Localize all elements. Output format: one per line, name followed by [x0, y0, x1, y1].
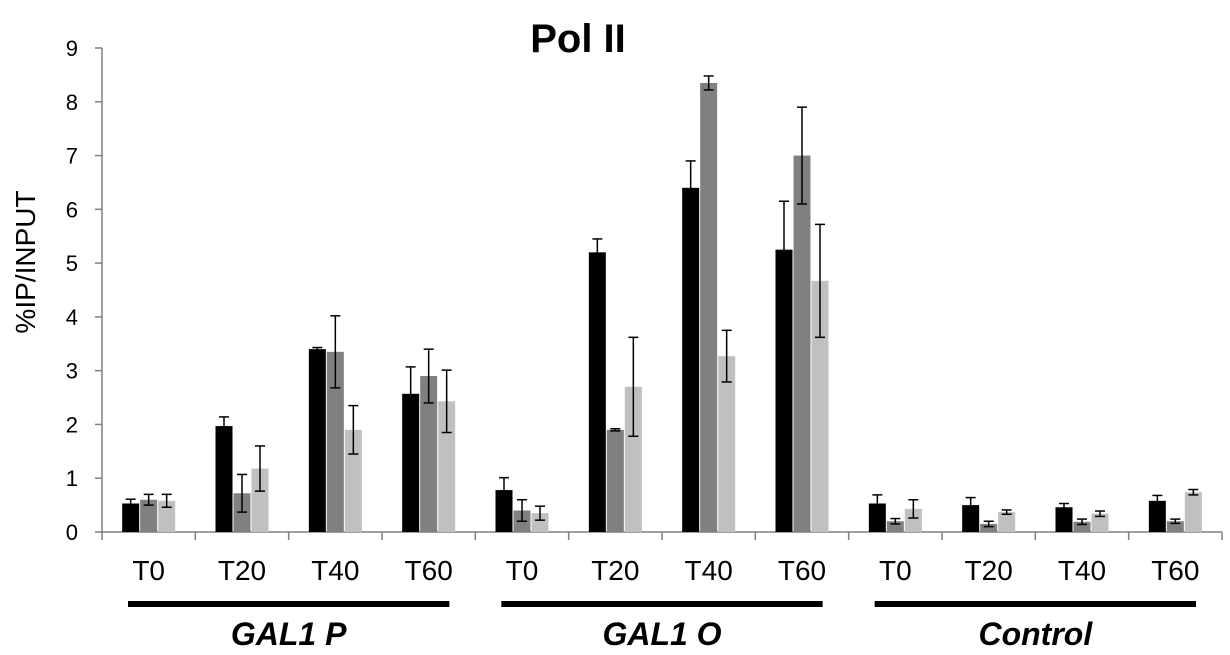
- x-tick-label: T20: [965, 555, 1013, 586]
- group-label: Control: [978, 616, 1093, 652]
- group-labels: GAL1 P GAL1 O Control: [128, 601, 1196, 652]
- y-axis: 0 1 2 3 4 5 6 7 8 9: [66, 36, 103, 545]
- x-tick-label: T40: [311, 555, 359, 586]
- x-tick-label: T0: [879, 555, 912, 586]
- group-underline: [874, 601, 1196, 607]
- bar: [140, 499, 158, 532]
- bar: [775, 249, 793, 532]
- y-tick-label: 7: [66, 144, 78, 169]
- bar: [793, 155, 811, 533]
- bar: [495, 490, 513, 532]
- bar: [998, 512, 1016, 532]
- bars: [122, 82, 1202, 533]
- x-tick-label: T20: [591, 555, 639, 586]
- bar: [251, 468, 269, 532]
- bar: [606, 429, 624, 532]
- x-tick-label: T0: [132, 555, 165, 586]
- y-tick-label: 2: [66, 412, 78, 437]
- bar: [980, 523, 998, 532]
- y-tick-label: 9: [66, 36, 78, 61]
- y-tick-label: 1: [66, 466, 78, 491]
- bar: [402, 393, 420, 532]
- x-tick-labels: T0 T20 T40 T60 T0 T20 T40 T60 T0 T20 T40 T60: [132, 555, 1199, 586]
- group-label: GAL1 P: [231, 616, 347, 652]
- y-tick-label: 0: [66, 520, 78, 545]
- bar: [811, 280, 829, 532]
- x-tick-label: T40: [1058, 555, 1106, 586]
- bar: [531, 513, 549, 532]
- x-tick-label: T60: [778, 555, 826, 586]
- bar: [122, 503, 140, 532]
- x-axis: [101, 531, 1223, 540]
- bar: [904, 508, 922, 532]
- x-tick-label: T60: [405, 555, 453, 586]
- x-tick-label: T0: [506, 555, 539, 586]
- x-tick-label: T20: [218, 555, 266, 586]
- bar: [344, 429, 362, 532]
- y-tick-label: 5: [66, 251, 78, 276]
- bar: [420, 376, 438, 532]
- y-axis-label: %IP/INPUT: [10, 190, 41, 333]
- error-bars: [125, 75, 1199, 528]
- group-label: GAL1 O: [602, 616, 721, 652]
- y-tick-label: 8: [66, 90, 78, 115]
- bar: [215, 426, 233, 532]
- bar: [700, 82, 718, 532]
- bar: [1184, 492, 1202, 532]
- y-tick-label: 3: [66, 359, 78, 384]
- bar: [886, 521, 904, 532]
- bar: [588, 252, 606, 532]
- group-underline: [501, 601, 823, 607]
- bar: [1091, 513, 1109, 532]
- bar: [682, 187, 700, 533]
- bar: [326, 351, 344, 532]
- bar: [1166, 521, 1184, 532]
- bar: [1073, 521, 1091, 532]
- bar: [624, 386, 642, 532]
- bar: [718, 356, 736, 532]
- x-tick-label: T60: [1151, 555, 1199, 586]
- chart-title: Pol II: [530, 17, 626, 61]
- y-tick-label: 6: [66, 197, 78, 222]
- bar: [1148, 500, 1166, 532]
- bar: [962, 505, 980, 532]
- bar: [868, 503, 886, 532]
- bar: [438, 401, 456, 532]
- bar: [1055, 507, 1073, 532]
- y-tick-label: 4: [66, 305, 78, 330]
- group-underline: [128, 601, 450, 607]
- bar: [158, 500, 176, 532]
- x-tick-label: T40: [685, 555, 733, 586]
- bar: [308, 349, 326, 532]
